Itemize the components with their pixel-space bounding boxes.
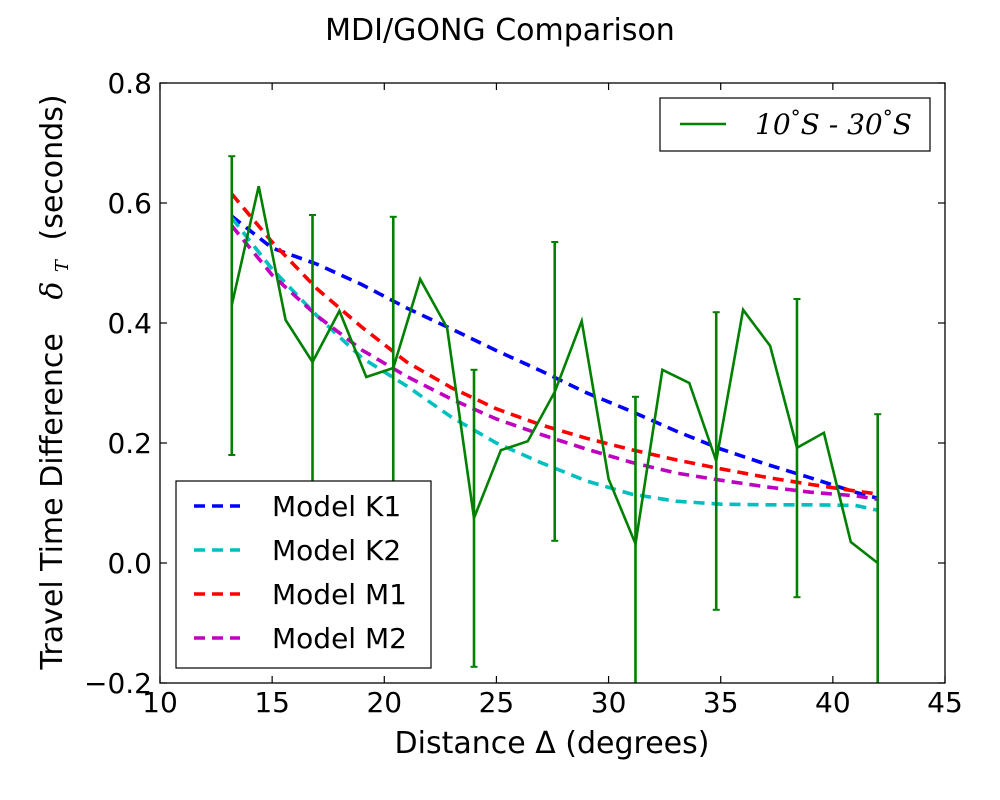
y-tick-label: 0.6 — [107, 187, 152, 220]
chart-title: MDI/GONG Comparison — [325, 13, 675, 48]
model-legend-label: Model M2 — [272, 622, 407, 655]
svg-text:Travel Time Difference δ: Travel Time Difference δ T (seconds) — [35, 94, 76, 670]
model-legend: Model K1 Model K2 Model M1 Model M2 — [175, 480, 432, 669]
x-tick-label: 15 — [254, 686, 290, 719]
y-tick-label: 0.0 — [107, 547, 152, 580]
model-legend-item: Model K2 — [194, 534, 401, 567]
data-legend-label: 10°S - 30°S — [755, 105, 912, 141]
plot-frame — [159, 82, 946, 684]
x-tick-label: 10 — [142, 686, 178, 719]
model-legend-item: Model M2 — [194, 622, 407, 655]
data-legend: 10°S - 30°S — [659, 97, 931, 152]
y-axis-label-symbol: δ — [35, 282, 70, 300]
y-axis-label: Travel Time Difference δ T (seconds) — [35, 94, 76, 670]
x-tick-label: 30 — [591, 686, 627, 719]
series-line-model-k2 — [230, 216, 879, 512]
model-legend-label: Model K1 — [272, 490, 401, 523]
x-tick-label: 45 — [927, 686, 963, 719]
y-axis-label-units: (seconds) — [35, 94, 70, 240]
y-tick-label: 0.2 — [107, 427, 152, 460]
y-tick-label: 0.4 — [107, 307, 152, 340]
y-axis-label-main: Travel Time Difference — [35, 333, 70, 670]
axes: 10 15 20 25 30 35 40 45 −0.2 0.0 0.2 0.4 0.6 0.8 — [84, 67, 963, 719]
series-layer — [228, 155, 882, 683]
model-legend-label: Model M1 — [272, 578, 407, 611]
series-line-model-k1 — [230, 214, 879, 500]
x-tick-label: 40 — [815, 686, 851, 719]
error-bar — [228, 155, 236, 456]
series-line-observed — [230, 185, 879, 565]
series-line-model-m1 — [230, 192, 878, 496]
x-tick-label: 35 — [703, 686, 739, 719]
error-bar — [874, 413, 882, 683]
x-tick-label: 20 — [366, 686, 402, 719]
model-legend-label: Model K2 — [272, 534, 401, 567]
y-tick-label: −0.2 — [84, 667, 152, 700]
x-tick-label: 25 — [479, 686, 515, 719]
model-legend-item: Model M1 — [194, 578, 407, 611]
y-axis-label-subscript: T — [52, 258, 73, 272]
y-tick-label: 0.8 — [107, 67, 152, 100]
series-line-model-m2 — [230, 224, 878, 502]
x-axis-label: Distance Δ (degrees) — [395, 726, 710, 761]
model-legend-item: Model K1 — [194, 490, 401, 523]
